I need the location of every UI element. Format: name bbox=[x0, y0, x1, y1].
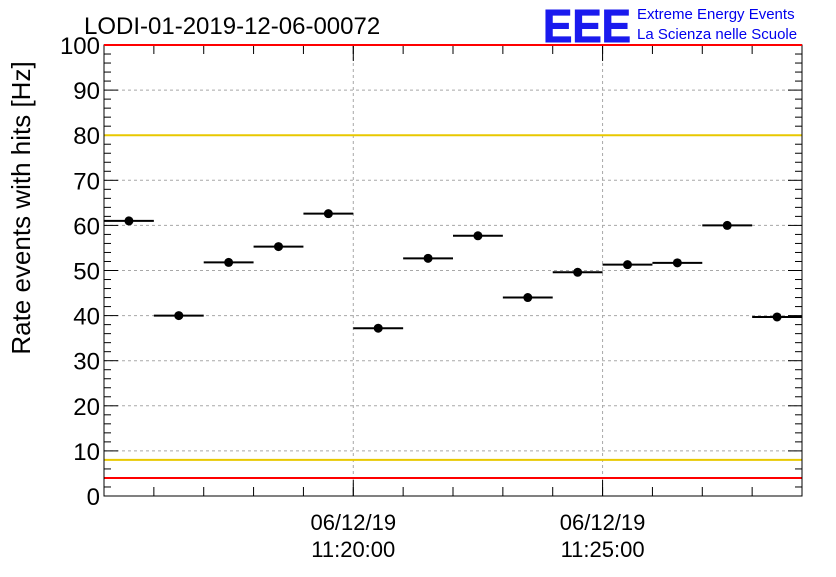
y-tick-label: 90 bbox=[73, 78, 100, 105]
x-tick-time-label: 11:25:00 bbox=[561, 537, 645, 562]
data-point bbox=[722, 220, 732, 230]
eee-logo: EEE Extreme Energy Events La Scienza nel… bbox=[543, 0, 798, 53]
data-point bbox=[174, 311, 184, 321]
data-point bbox=[573, 267, 583, 277]
data-point bbox=[623, 260, 632, 270]
y-tick-label: 10 bbox=[73, 439, 100, 466]
logo-line2: La Scienza nelle Scuole bbox=[637, 26, 797, 43]
y-tick-label: 70 bbox=[73, 168, 100, 195]
data-point bbox=[473, 231, 483, 241]
y-axis-label: Rate events with hits [Hz] bbox=[6, 61, 36, 354]
x-tick-date-label: 06/12/19 bbox=[310, 510, 396, 535]
x-tick-date-label: 06/12/19 bbox=[560, 510, 646, 535]
y-tick-label: 60 bbox=[73, 213, 100, 240]
data-point bbox=[224, 257, 234, 267]
data-point bbox=[124, 216, 134, 226]
y-tick-label: 20 bbox=[73, 394, 100, 421]
data-point bbox=[423, 253, 433, 263]
logo-mark: EEE bbox=[543, 0, 631, 52]
x-tick-time-label: 11:20:00 bbox=[311, 537, 395, 562]
data-point bbox=[323, 209, 333, 219]
data-point bbox=[772, 312, 782, 322]
y-tick-label: 30 bbox=[73, 349, 100, 376]
data-point bbox=[523, 293, 533, 303]
data-point bbox=[672, 258, 682, 268]
y-tick-label: 80 bbox=[73, 123, 100, 150]
data-point bbox=[274, 242, 283, 252]
y-tick-label: 50 bbox=[73, 259, 100, 286]
plot-area: 010203040506070809010006/12/1911:20:0006… bbox=[60, 33, 803, 562]
data-point bbox=[373, 323, 383, 333]
y-tick-label: 40 bbox=[73, 304, 100, 331]
logo-line1: Extreme Energy Events bbox=[637, 6, 795, 23]
y-tick-label: 0 bbox=[87, 484, 100, 511]
y-tick-label: 100 bbox=[60, 33, 100, 60]
chart-title: LODI-01-2019-12-06-00072 bbox=[84, 13, 380, 40]
